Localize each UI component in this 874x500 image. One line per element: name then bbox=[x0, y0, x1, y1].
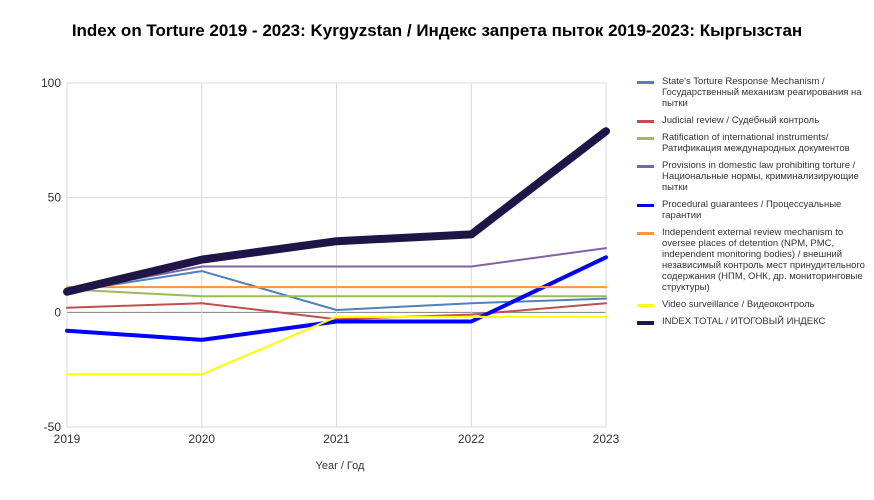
x-tick-label: 2023 bbox=[593, 432, 620, 446]
legend-swatch bbox=[637, 304, 654, 307]
legend-item: Procedural guarantees / Процессуальные г… bbox=[635, 199, 867, 221]
series-line-4 bbox=[66, 247, 607, 293]
legend-label: Judicial review / Судебный контроль bbox=[662, 115, 820, 126]
chart-title: Index on Torture 2019 - 2023: Kyrgyzstan… bbox=[71, 21, 803, 40]
legend-item: Video surveillance / Видеоконтроль bbox=[635, 299, 867, 310]
series-line-8 bbox=[63, 127, 610, 296]
legend-swatch bbox=[637, 137, 654, 140]
legend-label: INDEX TOTAL / ИТОГОВЫЙ ИНДЕКС bbox=[662, 316, 826, 327]
y-tick-label: -50 bbox=[44, 420, 62, 434]
x-tick-label: 2020 bbox=[188, 432, 215, 446]
y-tick-label: 50 bbox=[48, 191, 62, 205]
legend-item: Independent external review mechanism to… bbox=[635, 227, 867, 293]
legend-swatch bbox=[637, 165, 654, 168]
legend-label: Ratification of international instrument… bbox=[662, 132, 850, 154]
legend-item: Ratification of international instrument… bbox=[635, 132, 867, 154]
legend-swatch bbox=[637, 232, 654, 235]
legend-swatch bbox=[637, 120, 654, 123]
series-line-7 bbox=[66, 315, 607, 376]
legend-swatch bbox=[637, 204, 654, 207]
legend-label: Procedural guarantees / Процессуальные г… bbox=[662, 199, 842, 221]
x-tick-label: 2021 bbox=[323, 432, 350, 446]
legend-swatch bbox=[637, 81, 654, 84]
legend: State's Torture Response Mechanism / Гос… bbox=[635, 76, 867, 333]
legend-item: State's Torture Response Mechanism / Гос… bbox=[635, 76, 867, 109]
x-axis-title: Year / Год bbox=[315, 460, 365, 472]
legend-label: Provisions in domestic law prohibiting t… bbox=[662, 160, 859, 193]
legend-label: Video surveillance / Видеоконтроль bbox=[662, 299, 815, 310]
y-tick-label: 100 bbox=[41, 76, 61, 90]
legend-item: Provisions in domestic law prohibiting t… bbox=[635, 160, 867, 193]
legend-item: INDEX TOTAL / ИТОГОВЫЙ ИНДЕКС bbox=[635, 316, 867, 327]
legend-swatch bbox=[637, 321, 654, 325]
legend-label: State's Torture Response Mechanism / Гос… bbox=[662, 76, 862, 109]
y-tick-label: 0 bbox=[54, 305, 61, 319]
series-line-5 bbox=[65, 255, 608, 342]
legend-label: Independent external review mechanism to… bbox=[662, 227, 865, 293]
x-tick-label: 2019 bbox=[54, 432, 81, 446]
series-line-2 bbox=[66, 302, 607, 321]
legend-item: Judicial review / Судебный контроль bbox=[635, 115, 867, 126]
x-tick-label: 2022 bbox=[458, 432, 485, 446]
series-line-3 bbox=[66, 288, 607, 298]
